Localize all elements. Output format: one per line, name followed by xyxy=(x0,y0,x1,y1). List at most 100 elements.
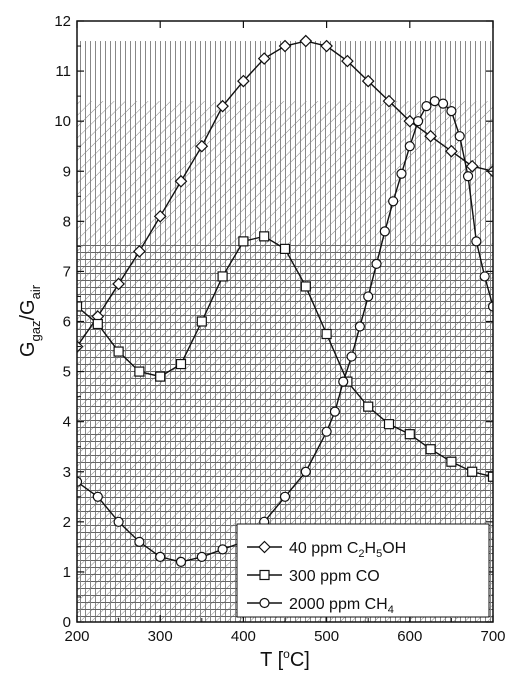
data-point-circle xyxy=(404,141,415,152)
data-point-circle xyxy=(217,544,228,555)
data-point-circle xyxy=(371,258,382,270)
data-point-circle xyxy=(155,551,166,562)
y-tick-label: 9 xyxy=(63,163,71,180)
data-point-circle xyxy=(321,426,332,437)
data-point-square xyxy=(175,358,187,370)
y-tick-label: 5 xyxy=(63,364,71,381)
data-point-circle xyxy=(363,291,374,302)
data-point-circle xyxy=(196,551,207,562)
legend-marker-diamond xyxy=(258,540,271,554)
legend-marker-circle xyxy=(259,597,270,609)
data-point-square xyxy=(425,444,436,455)
y-tick-label: 3 xyxy=(63,464,71,481)
data-point-square xyxy=(487,471,493,482)
y-tick-label: 7 xyxy=(63,263,71,280)
data-point-circle xyxy=(354,321,365,332)
data-point-square xyxy=(279,243,291,254)
x-tick-label: 500 xyxy=(314,628,339,645)
data-point-diamond xyxy=(195,139,209,153)
data-point-circle xyxy=(421,101,432,112)
x-tick-label: 700 xyxy=(480,628,505,645)
data-point-square xyxy=(404,429,415,440)
data-point-square xyxy=(446,456,457,467)
data-point-diamond xyxy=(382,94,396,108)
x-tick-label: 200 xyxy=(64,628,89,645)
x-axis-title: T [oC] xyxy=(260,647,310,671)
data-point-square xyxy=(134,366,145,377)
data-point-circle xyxy=(338,376,349,387)
data-point-square xyxy=(92,318,103,330)
legend-marker-square xyxy=(259,569,270,581)
y-tick-label: 10 xyxy=(54,113,71,130)
legend-label: 40 ppm C2H5OH xyxy=(289,540,406,560)
data-point-circle xyxy=(329,406,341,417)
legend-box xyxy=(236,523,490,618)
data-point-diamond xyxy=(445,144,458,158)
data-point-square xyxy=(155,371,166,382)
legend: 40 ppm C2H5OH 300 ppm CO 2000 ppm CH4 xyxy=(236,523,490,618)
data-point-circle xyxy=(487,301,493,312)
data-point-circle xyxy=(471,236,482,247)
data-point-circle xyxy=(279,491,291,502)
data-point-diamond xyxy=(341,54,354,68)
series-layer xyxy=(77,34,493,568)
data-point-circle xyxy=(454,131,465,142)
data-point-circle xyxy=(346,351,357,362)
data-point-circle xyxy=(113,516,124,527)
y-tick-label: 1 xyxy=(63,564,71,581)
data-point-diamond xyxy=(237,74,250,88)
x-tick-label: 400 xyxy=(231,628,256,645)
data-point-diamond xyxy=(278,39,292,53)
y-tick-label: 4 xyxy=(63,414,71,431)
x-tick-label: 600 xyxy=(397,628,422,645)
data-point-circle xyxy=(429,96,440,107)
data-point-diamond xyxy=(112,277,125,291)
legend-label: 300 ppm CO xyxy=(289,568,380,585)
data-point-circle xyxy=(437,98,449,109)
data-point-circle xyxy=(300,466,311,477)
series-square xyxy=(77,231,493,482)
y-tick-label: 6 xyxy=(63,314,71,331)
data-point-circle xyxy=(388,196,399,207)
data-point-square xyxy=(363,401,374,412)
data-point-square xyxy=(113,346,124,357)
data-point-square xyxy=(300,281,311,292)
data-point-circle xyxy=(396,168,407,179)
y-tick-label: 11 xyxy=(55,63,71,80)
y-axis-title: Ggaz/Gair xyxy=(17,284,43,357)
data-point-square xyxy=(321,328,332,340)
y-tick-label: 12 xyxy=(54,13,71,30)
background-hatching xyxy=(77,41,493,622)
data-point-circle xyxy=(413,116,424,127)
x-tick-label: 300 xyxy=(148,628,173,645)
data-point-circle xyxy=(92,491,103,502)
data-point-square xyxy=(217,271,228,282)
y-tick-label: 2 xyxy=(63,514,71,531)
data-point-circle xyxy=(134,536,145,547)
data-point-square xyxy=(77,301,83,312)
data-point-diamond xyxy=(424,129,437,143)
data-point-diamond xyxy=(133,245,146,258)
data-point-square xyxy=(238,236,249,247)
data-point-diamond xyxy=(153,209,167,223)
y-tick-label: 0 xyxy=(63,614,71,631)
data-point-square xyxy=(383,419,395,430)
data-point-diamond xyxy=(216,99,229,113)
data-point-circle xyxy=(77,476,83,487)
data-point-circle xyxy=(175,556,187,568)
data-point-diamond xyxy=(320,39,333,53)
legend-label: 2000 ppm CH4 xyxy=(289,596,394,616)
data-point-circle xyxy=(479,271,490,282)
data-point-diamond xyxy=(361,74,375,88)
data-point-circle xyxy=(462,171,474,182)
data-point-diamond xyxy=(257,52,271,65)
data-point-circle xyxy=(379,226,390,237)
y-tick-label: 8 xyxy=(63,213,71,230)
data-point-diamond xyxy=(174,174,188,188)
data-point-circle xyxy=(446,106,457,117)
data-point-square xyxy=(259,231,270,242)
data-point-diamond xyxy=(299,34,313,48)
data-point-square xyxy=(467,466,478,477)
